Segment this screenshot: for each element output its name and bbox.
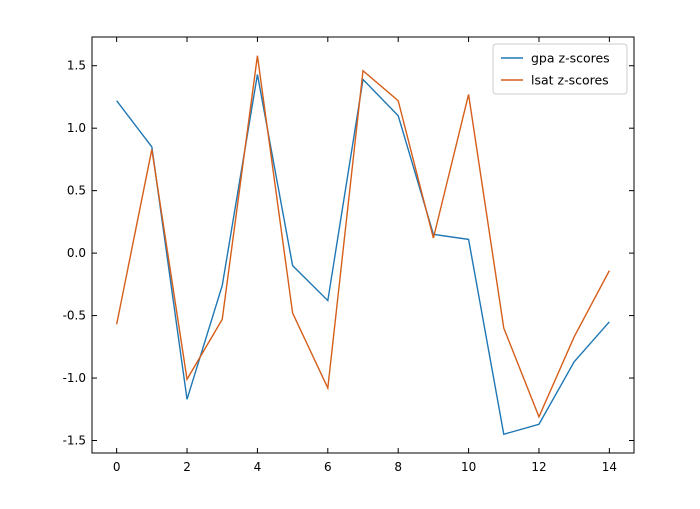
legend-label: lsat z-scores	[531, 73, 609, 88]
legend: gpa z-scores lsat z-scores	[492, 43, 628, 95]
y-tick-label: -0.5	[63, 309, 86, 323]
x-tick-label: 12	[531, 460, 546, 474]
y-tick-label: -1.0	[63, 371, 86, 385]
y-tick-label: -1.5	[63, 434, 86, 448]
legend-box	[492, 43, 628, 95]
y-tick-label: 1.5	[67, 59, 86, 73]
x-tick-label: 8	[394, 460, 402, 474]
y-tick-label: 1.0	[67, 121, 86, 135]
x-tick-label: 6	[324, 460, 332, 474]
y-tick-label: 0.0	[67, 246, 86, 260]
x-tick-label: 0	[113, 460, 121, 474]
x-tick-label: 10	[461, 460, 476, 474]
series-line-0	[116, 74, 610, 436]
ticks-layer: 0 2 4 6 8 10 12 14 -1.5 -1.0 -0.5 0.0 0.5 1.0 1.5	[63, 37, 634, 474]
plot-frame	[91, 36, 635, 454]
series-line-1	[115, 55, 610, 419]
series-layer	[115, 55, 610, 436]
y-tick-label: 0.5	[67, 184, 86, 198]
x-tick-label: 2	[183, 460, 191, 474]
legend-label: gpa z-scores	[531, 51, 610, 66]
x-tick-label: 4	[254, 460, 262, 474]
x-tick-label: 14	[602, 460, 617, 474]
